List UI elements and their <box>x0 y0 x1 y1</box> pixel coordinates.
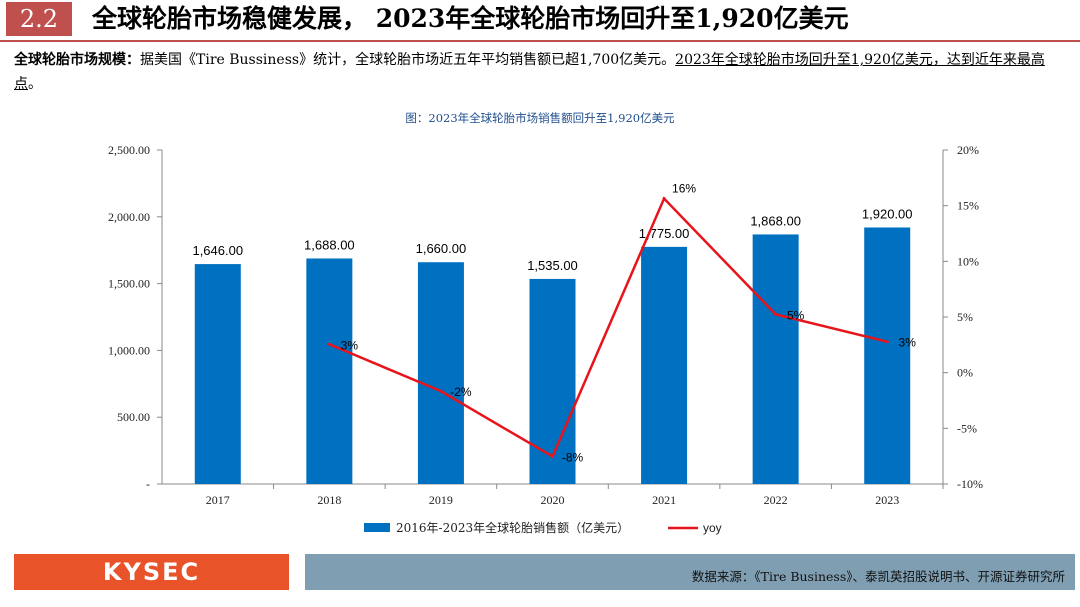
y-right-tick-label: -10% <box>957 477 983 491</box>
y-left-tick-label: 500.00 <box>117 410 150 424</box>
yoy-point-2020 <box>551 455 554 459</box>
footer-source-bar: 数据来源：《Tire Business》、泰凯英招股说明书、开源证券研究所 <box>305 554 1075 590</box>
y-left-tick-label: 1,000.00 <box>108 343 150 357</box>
yoy-label-2019: -2% <box>450 385 472 399</box>
kysec-logo: KYSEC <box>102 558 201 586</box>
x-tick-label-2023: 2023 <box>875 493 899 507</box>
yoy-label-2021: 16% <box>672 182 696 196</box>
x-tick-label-2022: 2022 <box>764 493 788 507</box>
x-tick-label-2020: 2020 <box>541 493 565 507</box>
yoy-label-2023: 3% <box>899 336 917 350</box>
bar-2019 <box>417 262 464 484</box>
legend-line-label: yoy <box>703 521 722 535</box>
y-left-tick-label: 1,500.00 <box>108 277 150 291</box>
legend-bar-swatch <box>364 523 390 532</box>
bar-2020 <box>529 278 576 484</box>
chart: - 500.00 1,000.00 1,500.00 2,000.00 2,500.00 -… <box>108 143 983 535</box>
summary-paragraph: 全球轮胎市场规模：据美国《Tire Bussiness》统计，全球轮胎市场近五年… <box>14 48 1054 96</box>
y-right-tick-label: 5% <box>957 310 973 324</box>
bar-label-2022: 1,868.00 <box>750 213 801 228</box>
y-left-tick-label: 2,500.00 <box>108 143 150 157</box>
bar-2017 <box>194 264 241 484</box>
bar-2021 <box>641 246 688 484</box>
header: 2.2 全球轮胎市场稳健发展， 2023年全球轮胎市场回升至1,920亿美元 <box>0 0 1080 40</box>
bar-label-2023: 1,920.00 <box>862 206 913 221</box>
yoy-point-2023 <box>885 340 889 344</box>
yoy-label-2022: 5% <box>787 308 805 322</box>
y-right-tick-label: 0% <box>957 366 973 380</box>
y-right-tick-label: 10% <box>957 254 979 268</box>
x-tick-label-2021: 2021 <box>652 493 676 507</box>
data-source: 数据来源：《Tire Business》、泰凯英招股说明书、开源证券研究所 <box>691 569 1065 584</box>
page-title: 全球轮胎市场稳健发展， 2023年全球轮胎市场回升至1,920亿美元 <box>92 4 849 33</box>
x-tick-label-2017: 2017 <box>206 493 230 507</box>
footer-logo-block: KYSEC <box>14 554 289 590</box>
summary-text: 据美国《Tire Bussiness》统计，全球轮胎市场近五年平均销售额已超1,… <box>140 52 676 68</box>
bar-2018 <box>306 258 353 484</box>
summary-label: 全球轮胎市场规模： <box>14 52 140 68</box>
yoy-label-2018: 3% <box>341 338 359 352</box>
y-right-tick-label: 20% <box>957 143 979 157</box>
yoy-label-2020: -8% <box>562 451 584 465</box>
yoy-point-2021 <box>662 197 666 201</box>
yoy-point-2022 <box>774 312 778 316</box>
legend-bar-label: 2016年-2023年全球轮胎销售额（亿美元） <box>396 520 629 535</box>
header-divider <box>0 40 1080 42</box>
yoy-line <box>328 196 888 459</box>
y-right-tick-label: -5% <box>957 421 977 435</box>
bar-label-2019: 1,660.00 <box>416 241 467 256</box>
bar-label-2020: 1,535.00 <box>527 258 578 273</box>
summary-highlight: 2023年全球轮胎市场回升至1,920亿美元，达到近年来最高点 <box>14 52 1045 92</box>
summary-end: 。 <box>28 76 42 92</box>
bar-label-2017: 1,646.00 <box>192 243 243 258</box>
yoy-point-2019 <box>439 389 443 393</box>
y-right-tick-label: 15% <box>957 199 979 213</box>
bar-2023 <box>864 227 911 484</box>
x-tick-label-2018: 2018 <box>317 493 341 507</box>
y-left-tick-label: - <box>146 477 150 491</box>
bar-2022 <box>752 234 799 484</box>
x-tick-label-2019: 2019 <box>429 493 453 507</box>
y-left-tick-label: 2,000.00 <box>108 210 150 224</box>
section-number: 2.2 <box>6 2 72 36</box>
yoy-point-2018 <box>327 342 331 346</box>
bar-label-2018: 1,688.00 <box>304 237 355 252</box>
chart-title: 图：2023年全球轮胎市场销售额回升至1,920亿美元 <box>405 111 675 125</box>
